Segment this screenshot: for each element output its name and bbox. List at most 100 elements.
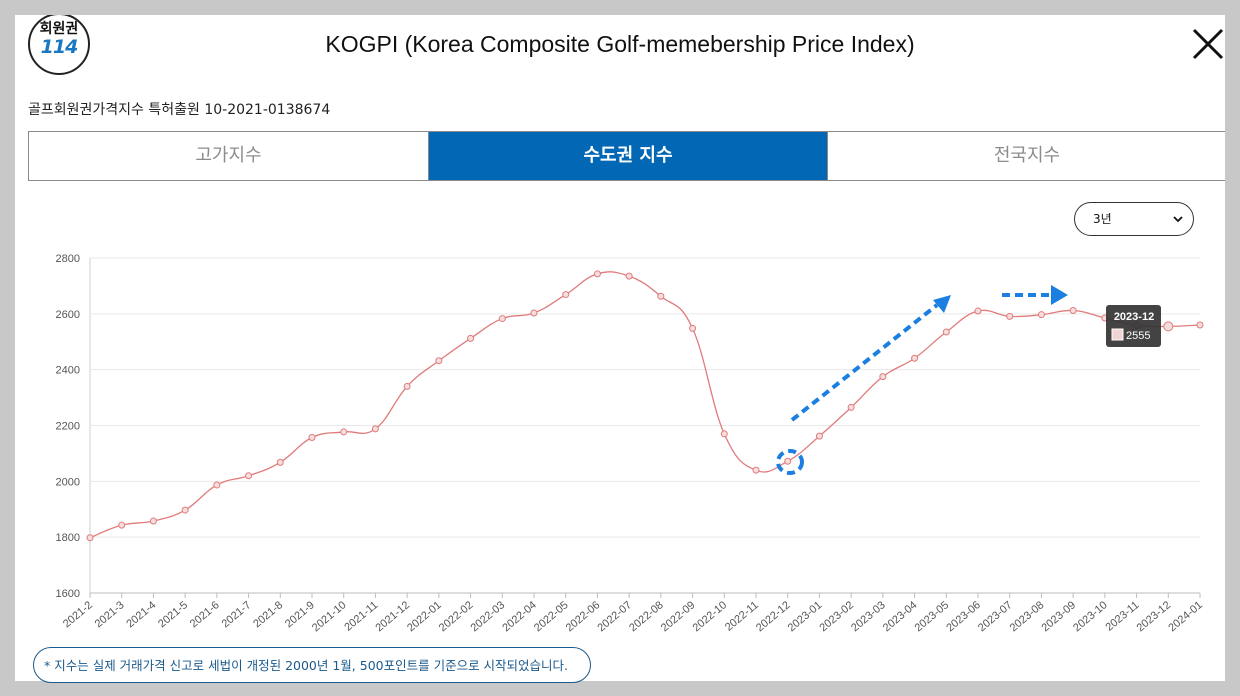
data-point[interactable] [625, 272, 633, 280]
rising-arrow-shaft [790, 303, 939, 422]
close-icon[interactable] [1191, 27, 1225, 61]
x-tick-label: 2023-02 [817, 599, 856, 634]
data-point[interactable] [181, 506, 189, 514]
rising-arrow-head [933, 295, 951, 313]
x-tick-label: 2023-09 [1039, 599, 1078, 634]
x-tick-label: 2022-11 [723, 599, 761, 634]
tooltip-swatch [1111, 328, 1124, 341]
data-point[interactable] [276, 458, 284, 466]
data-point[interactable] [1163, 321, 1174, 332]
tooltip-value: 2555 [1126, 330, 1150, 342]
x-tick-label: 2022-05 [532, 599, 571, 634]
x-tick-label: 2022-02 [437, 599, 476, 634]
index-line-chart: 1600 1800 2000 2200 2400 2600 2800 2021-2 2021-… [56, 253, 1205, 634]
data-point[interactable] [86, 534, 94, 542]
index-note: * 지수는 실제 거래가격 신고로 세법이 개정된 2000년 1월, 500포… [33, 647, 591, 683]
x-tick-label: 2023-06 [944, 599, 983, 634]
data-point[interactable] [847, 403, 855, 411]
period-select[interactable]: 3년 [1074, 202, 1194, 236]
data-point[interactable] [1006, 312, 1014, 320]
x-tick-label: 2023-01 [786, 599, 825, 634]
x-tick-label: 2023-10 [1071, 599, 1110, 634]
data-point[interactable] [467, 334, 475, 342]
x-tick-label: 2022-03 [469, 599, 508, 634]
x-tick-label: 2023-11 [1103, 599, 1141, 634]
y-tick-label: 2400 [56, 365, 80, 377]
x-tick-label: 2021-4 [124, 599, 158, 630]
logo-text-top: 회원권 [39, 21, 79, 37]
data-point[interactable] [1196, 321, 1204, 329]
x-tick-label: 2023-08 [1008, 599, 1047, 634]
x-tick-label: 2024-01 [1166, 599, 1205, 634]
x-tick-label: 2023-04 [881, 599, 920, 634]
x-tick-label: 2022-01 [405, 599, 444, 634]
data-point[interactable] [1069, 306, 1077, 314]
data-point[interactable] [498, 315, 506, 323]
period-select-value: 3년 [1093, 212, 1112, 226]
x-tick-label: 2022-10 [691, 599, 730, 634]
tab-metropolitan-index[interactable]: 수도권 지수 [428, 132, 827, 180]
data-point[interactable] [784, 457, 792, 465]
x-tick-label: 2021-7 [220, 599, 254, 630]
y-tick-label: 2800 [56, 253, 80, 265]
patent-text: 골프회원권가격지수 특허출원 10-2021-0138674 [28, 102, 331, 118]
data-point[interactable] [213, 481, 221, 489]
chevron-down-icon [1173, 216, 1183, 223]
data-point[interactable] [562, 291, 570, 299]
x-tick-label: 2022-06 [564, 599, 603, 634]
data-point[interactable] [1037, 311, 1045, 319]
x-tick-label: 2022-07 [595, 599, 634, 634]
x-tick-label: 2021-10 [310, 599, 349, 634]
y-tick-label: 2200 [56, 421, 80, 433]
data-point[interactable] [593, 270, 601, 278]
x-tick-label: 2021-12 [373, 599, 412, 634]
y-tick-label: 1800 [56, 532, 80, 544]
series-line [89, 271, 1201, 539]
flat-arrow-head [1051, 285, 1068, 305]
data-point[interactable] [435, 357, 443, 365]
data-point[interactable] [530, 309, 538, 317]
data-point[interactable] [942, 328, 950, 336]
x-tick-label: 2021-6 [188, 599, 222, 630]
data-point[interactable] [118, 521, 126, 529]
data-point[interactable] [974, 307, 982, 315]
brand-logo: 회원권 114 [28, 15, 90, 75]
trend-annotations [776, 293, 1052, 475]
data-point[interactable] [245, 472, 253, 480]
data-point[interactable] [689, 324, 697, 332]
y-tick-label: 1600 [56, 588, 80, 600]
data-point[interactable] [340, 428, 348, 436]
data-point[interactable] [720, 430, 728, 438]
data-point[interactable] [308, 434, 316, 442]
x-tick-label: 2021-2 [61, 599, 95, 630]
data-point[interactable] [752, 466, 760, 474]
index-tabs: 고가지수 수도권 지수 전국지수 [28, 131, 1225, 181]
y-tick-label: 2600 [56, 309, 80, 321]
data-point[interactable] [371, 425, 379, 433]
data-point[interactable] [657, 292, 665, 300]
y-tick-label: 2000 [56, 476, 80, 488]
data-point[interactable] [879, 373, 887, 381]
data-point[interactable] [149, 517, 157, 525]
low-point-circle [776, 449, 804, 475]
index-modal: 회원권 114 KOGPI (Korea Composite Golf-meme… [15, 15, 1225, 681]
modal-title: KOGPI (Korea Composite Golf-memebership … [325, 31, 915, 57]
x-tick-label: 2023-07 [976, 599, 1015, 634]
data-point[interactable] [403, 382, 411, 390]
tooltip-label: 2023-12 [1114, 311, 1154, 323]
data-point[interactable] [815, 432, 823, 440]
x-tick-label: 2022-04 [500, 599, 539, 634]
tab-high-price-index[interactable]: 고가지수 [195, 145, 262, 166]
x-tick-label: 2021-5 [156, 599, 190, 630]
x-tick-label: 2022-12 [754, 599, 793, 634]
x-tick-label: 2021-8 [251, 599, 285, 630]
logo-text-bottom: 114 [40, 36, 79, 58]
chart-tooltip: 2023-12 2555 [1106, 305, 1161, 347]
x-tick-label: 2022-08 [627, 599, 666, 634]
tab-national-index[interactable]: 전국지수 [827, 132, 1225, 180]
x-tick-label: 2023-12 [1135, 599, 1174, 634]
x-tick-label: 2023-03 [849, 599, 888, 634]
x-tick-label: 2022-09 [659, 599, 698, 634]
x-tick-label: 2021-11 [342, 599, 380, 634]
data-point[interactable] [911, 354, 919, 362]
